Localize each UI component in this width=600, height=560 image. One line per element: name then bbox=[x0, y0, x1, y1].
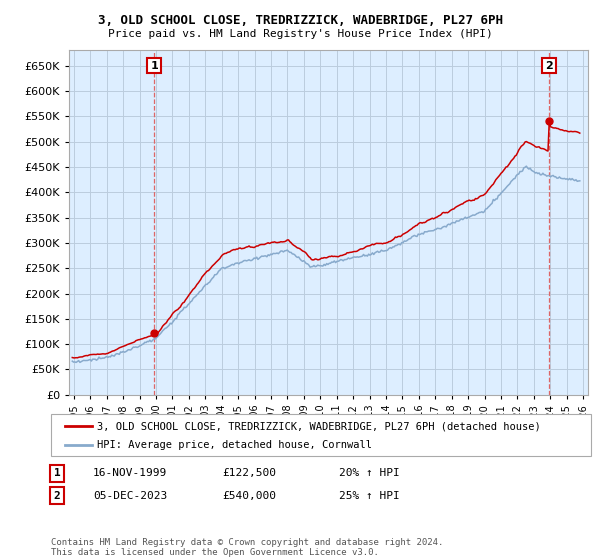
Text: 2: 2 bbox=[545, 60, 553, 71]
Text: Contains HM Land Registry data © Crown copyright and database right 2024.
This d: Contains HM Land Registry data © Crown c… bbox=[51, 538, 443, 557]
Text: HPI: Average price, detached house, Cornwall: HPI: Average price, detached house, Corn… bbox=[97, 440, 372, 450]
Text: 1: 1 bbox=[53, 468, 61, 478]
Text: 05-DEC-2023: 05-DEC-2023 bbox=[93, 491, 167, 501]
Text: 2: 2 bbox=[53, 491, 61, 501]
Text: 3, OLD SCHOOL CLOSE, TREDRIZZICK, WADEBRIDGE, PL27 6PH (detached house): 3, OLD SCHOOL CLOSE, TREDRIZZICK, WADEBR… bbox=[97, 421, 541, 431]
Text: 3, OLD SCHOOL CLOSE, TREDRIZZICK, WADEBRIDGE, PL27 6PH: 3, OLD SCHOOL CLOSE, TREDRIZZICK, WADEBR… bbox=[97, 14, 503, 27]
Text: 16-NOV-1999: 16-NOV-1999 bbox=[93, 468, 167, 478]
Point bbox=[544, 117, 554, 126]
Point bbox=[149, 328, 159, 337]
Text: 1: 1 bbox=[150, 60, 158, 71]
Text: Price paid vs. HM Land Registry's House Price Index (HPI): Price paid vs. HM Land Registry's House … bbox=[107, 29, 493, 39]
Text: 20% ↑ HPI: 20% ↑ HPI bbox=[339, 468, 400, 478]
FancyBboxPatch shape bbox=[51, 414, 591, 456]
Text: 25% ↑ HPI: 25% ↑ HPI bbox=[339, 491, 400, 501]
Text: £540,000: £540,000 bbox=[222, 491, 276, 501]
Text: £122,500: £122,500 bbox=[222, 468, 276, 478]
